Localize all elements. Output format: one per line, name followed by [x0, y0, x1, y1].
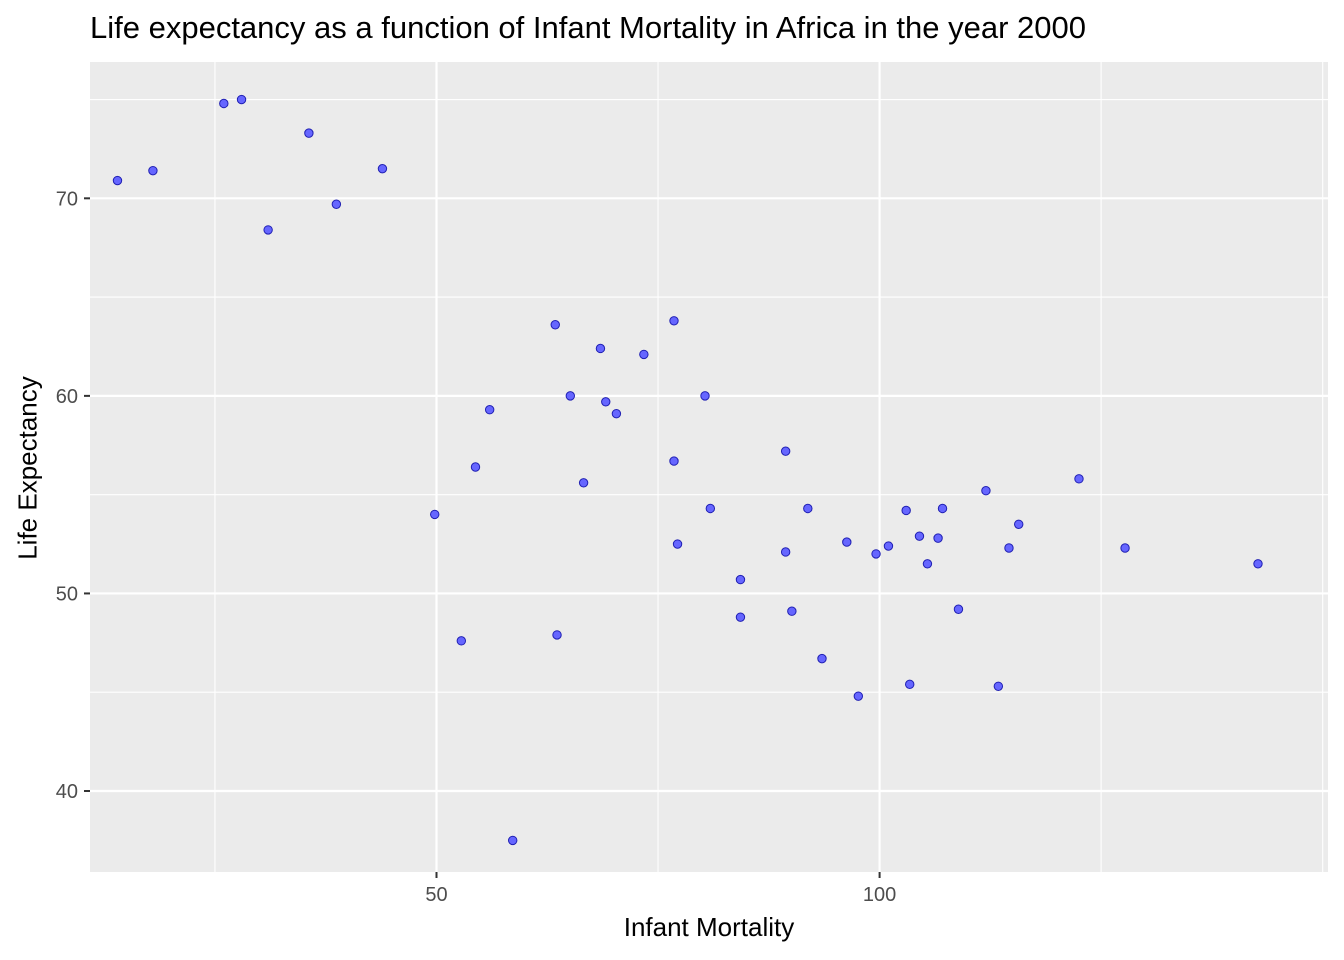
y-tick-label: 40 [56, 781, 78, 803]
data-point [456, 636, 467, 646]
data-point [817, 653, 827, 664]
y-axis-label: Life Expectancy [12, 376, 43, 560]
data-point [705, 503, 716, 514]
data-point [914, 531, 925, 541]
data-point [595, 343, 606, 354]
x-tick-label: 50 [425, 884, 447, 906]
data-point [508, 835, 518, 846]
y-tick-label: 70 [56, 188, 78, 210]
data-point [1120, 543, 1130, 553]
data-point [803, 503, 813, 514]
data-point [842, 537, 852, 547]
data-point [484, 405, 495, 415]
data-point [377, 163, 388, 174]
data-point [1004, 543, 1014, 553]
data-point [853, 691, 864, 701]
data-point [669, 316, 679, 326]
data-point [780, 446, 791, 456]
data-point [735, 612, 746, 622]
x-axis-label: Infant Mortality [623, 912, 795, 942]
data-point [565, 391, 576, 401]
data-point [219, 98, 229, 109]
data-point [236, 94, 247, 105]
data-point [905, 679, 915, 690]
x-tick-label: 100 [863, 884, 896, 906]
data-point [430, 509, 440, 520]
data-point [1253, 559, 1263, 569]
data-point [787, 606, 797, 616]
y-tick-label: 60 [56, 386, 78, 408]
plot-panel [90, 62, 1328, 872]
data-point [780, 547, 791, 557]
data-point [639, 349, 649, 360]
data-point [148, 165, 158, 176]
data-point [871, 549, 881, 559]
data-point [937, 503, 948, 514]
data-point [601, 397, 611, 407]
data-point [672, 539, 683, 549]
y-tick-label: 50 [56, 583, 78, 605]
data-point [981, 486, 991, 496]
axis-ticks: 50 100 40 50 60 70 [56, 188, 897, 906]
data-point [953, 604, 964, 614]
data-point [922, 559, 933, 569]
data-point [700, 391, 710, 401]
data-point [901, 505, 911, 516]
data-point [263, 225, 273, 235]
data-point [735, 574, 746, 585]
chart-title: Life expectancy as a function of Infant … [90, 10, 1087, 45]
data-point [304, 128, 314, 138]
data-point [1014, 519, 1024, 529]
data-point [669, 456, 679, 466]
data-point [470, 462, 481, 472]
data-point [112, 175, 123, 186]
data-point [1074, 474, 1084, 484]
data-point [883, 541, 894, 551]
data-point [933, 533, 943, 543]
data-point [578, 478, 589, 488]
data-point [993, 681, 1004, 691]
data-point [550, 320, 560, 330]
data-points [112, 94, 1263, 846]
data-point [331, 199, 342, 209]
data-point [611, 408, 622, 419]
data-point [552, 630, 562, 640]
